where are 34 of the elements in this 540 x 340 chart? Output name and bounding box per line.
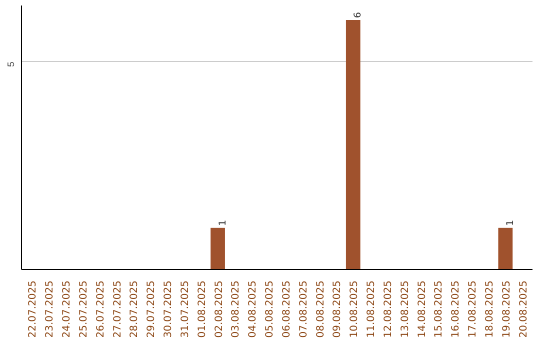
data-label: 1	[504, 220, 516, 226]
x-tick-label: 06.08.2025	[281, 280, 292, 338]
x-tick-label: 05.08.2025	[264, 280, 276, 338]
x-tick-label: 13.08.2025	[400, 280, 411, 338]
x-tick-label: 29.07.2025	[146, 280, 158, 338]
x-tick-label: 27.07.2025	[112, 280, 124, 338]
x-tick-label: 16.08.2025	[450, 280, 462, 338]
x-tick-label: 02.08.2025	[214, 280, 225, 338]
x-tick-label: 12.08.2025	[382, 280, 394, 338]
x-tick-label: 24.07.2025	[61, 280, 72, 338]
x-tick-label: 22.07.2025	[28, 280, 39, 338]
data-label: 6	[352, 12, 364, 18]
x-tick-label: 01.08.2025	[196, 280, 208, 338]
x-tick-label: 11.08.2025	[366, 280, 378, 338]
x-tick-label: 14.08.2025	[416, 280, 428, 338]
x-tick-label: 15.08.2025	[434, 280, 445, 338]
x-tick-label: 31.07.2025	[180, 280, 191, 338]
x-tick-label: 23.07.2025	[44, 280, 56, 338]
x-tick-label: 20.08.2025	[518, 280, 530, 338]
x-tick-label: 19.08.2025	[501, 280, 512, 338]
x-tick-label: 28.07.2025	[129, 280, 140, 338]
x-tick-label: 30.07.2025	[163, 280, 174, 338]
x-tick-label: 25.07.2025	[78, 280, 90, 338]
y-tick-label: 5	[6, 62, 16, 67]
x-tick-label: 10.08.2025	[349, 280, 360, 338]
data-label: 1	[217, 220, 228, 226]
x-tick-label: 04.08.2025	[248, 280, 259, 338]
x-tick-label: 17.08.2025	[468, 280, 479, 338]
x-tick-label: 26.07.2025	[95, 280, 106, 338]
x-tick-label: 18.08.2025	[484, 280, 496, 338]
x-tick-label: 07.08.2025	[298, 280, 310, 338]
x-tick-label: 08.08.2025	[315, 280, 326, 338]
x-tick-label: 09.08.2025	[332, 280, 344, 338]
x-tick-label: 03.08.2025	[230, 280, 242, 338]
